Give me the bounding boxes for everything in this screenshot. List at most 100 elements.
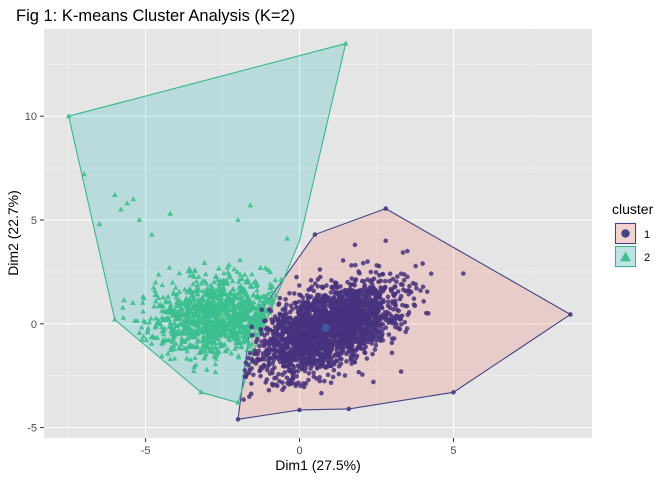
cluster-2-point xyxy=(201,260,208,266)
cluster-2-point xyxy=(257,321,264,327)
cluster-1-point xyxy=(380,331,385,336)
cluster-2-point xyxy=(198,280,204,286)
cluster-1-point xyxy=(388,286,394,292)
cluster-2-point xyxy=(206,346,213,352)
cluster-2-point xyxy=(177,315,183,321)
cluster-2-point xyxy=(206,339,213,345)
cluster-1-point xyxy=(292,300,297,306)
cluster-2-point xyxy=(198,308,205,314)
cluster-1-point xyxy=(394,315,399,321)
cluster-2-point xyxy=(216,265,222,271)
cluster-2-point xyxy=(212,361,219,367)
cluster-1-point xyxy=(276,340,282,346)
cluster-1-point xyxy=(328,328,334,334)
cluster-2-point xyxy=(201,324,207,330)
cluster-1-point xyxy=(400,250,406,255)
cluster-1-point xyxy=(418,288,423,293)
cluster-1-point xyxy=(325,372,331,378)
cluster-1-point xyxy=(359,330,365,336)
cluster-2-point xyxy=(144,327,151,333)
cluster-1-point xyxy=(349,337,355,342)
cluster-1-point xyxy=(332,326,338,331)
cluster-2-point xyxy=(230,297,237,303)
cluster-2-point xyxy=(227,300,234,306)
cluster-2-point xyxy=(223,348,229,354)
cluster-2-point xyxy=(227,274,233,280)
cluster-2-point xyxy=(223,333,230,339)
cluster-2-point xyxy=(242,292,248,298)
cluster-1-point xyxy=(356,344,362,349)
cluster-1-point xyxy=(285,363,290,369)
cluster-2-point xyxy=(160,337,167,343)
cluster-1-point xyxy=(326,353,331,359)
cluster-1-point xyxy=(276,301,282,306)
cluster-1-point xyxy=(405,274,410,280)
cluster-2-point xyxy=(212,344,219,350)
cluster-1-point xyxy=(286,382,292,387)
cluster-2-point xyxy=(178,341,184,347)
cluster-2-point xyxy=(143,337,150,343)
cluster-2-point xyxy=(165,350,171,356)
cluster-2-point xyxy=(194,296,201,302)
cluster-2-point xyxy=(194,282,201,288)
cluster-2-point xyxy=(168,328,174,334)
cluster-1-point xyxy=(398,369,404,374)
cluster-1-point xyxy=(242,368,248,373)
cluster-2-point xyxy=(192,354,198,360)
cluster-1-point xyxy=(389,318,394,323)
cluster-1-point xyxy=(373,299,379,304)
cluster-1-point xyxy=(332,322,337,327)
cluster-1-point xyxy=(295,324,301,329)
cluster-2-point xyxy=(228,350,235,356)
cluster-1-point xyxy=(314,348,319,354)
axes: -5 0 5 -5 0 5 10 xyxy=(25,111,457,457)
cluster-1-point xyxy=(377,301,382,307)
cluster-2-point xyxy=(165,337,172,343)
cluster-2-point xyxy=(203,320,209,326)
cluster-2-point xyxy=(236,302,242,308)
cluster-1-point xyxy=(332,339,337,345)
cluster-1-point xyxy=(291,291,297,296)
cluster-2-point xyxy=(199,301,206,307)
cluster-2-point xyxy=(180,329,187,335)
cluster-2-point xyxy=(227,295,233,301)
cluster-1-point xyxy=(360,372,365,377)
cluster-2-point xyxy=(222,330,228,336)
cluster-1-point xyxy=(319,296,324,302)
cluster-1-point xyxy=(330,374,336,380)
cluster-2-point xyxy=(241,304,248,310)
cluster-2-point xyxy=(244,347,250,353)
cluster-2-point xyxy=(173,340,179,346)
cluster-1-point xyxy=(280,312,285,318)
cluster-2-point xyxy=(216,280,222,286)
cluster-1-point xyxy=(428,271,434,276)
cluster-1-point xyxy=(420,261,425,266)
cluster-1-point xyxy=(299,366,305,372)
cluster-1-point xyxy=(364,299,370,305)
cluster-2-point xyxy=(185,268,192,274)
cluster-2-point xyxy=(216,319,223,325)
cluster-1-point xyxy=(317,375,323,380)
cluster-2-point xyxy=(171,346,178,352)
cluster-1-point xyxy=(247,350,253,356)
cluster-2-point xyxy=(120,314,127,320)
cluster-2-point xyxy=(246,307,253,313)
cluster-2-point xyxy=(207,294,213,300)
cluster-1-point xyxy=(342,373,348,378)
cluster-1-point xyxy=(283,337,289,342)
cluster-2-point xyxy=(166,323,173,329)
cluster-1-point xyxy=(357,289,362,295)
cluster-1-point xyxy=(299,305,305,310)
cluster-1-point xyxy=(379,305,385,310)
cluster-1-point xyxy=(317,267,323,272)
cluster-1-point xyxy=(294,374,300,379)
cluster-1-point xyxy=(283,296,288,302)
cluster-2-point xyxy=(269,283,276,289)
cluster-1-point xyxy=(275,317,281,323)
cluster-1-point xyxy=(353,307,359,313)
cluster-1-point xyxy=(411,302,417,307)
cluster-1-point xyxy=(249,332,255,338)
cluster-1-point xyxy=(361,346,367,352)
cluster-2-point xyxy=(260,300,266,306)
cluster-1-point xyxy=(266,358,271,364)
